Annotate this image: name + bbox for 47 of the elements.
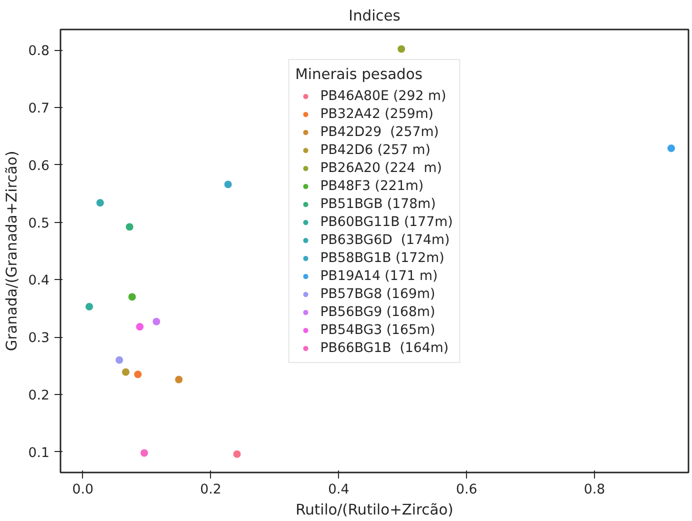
x-tick-label: 0.0 [72,482,94,498]
point [232,450,242,458]
point [140,448,149,458]
y-tick-label: 0.6 [28,158,50,174]
legend-label: PB54BG3 (165m) [320,322,436,338]
legend-label: PB42D29 (257m) [320,124,439,140]
x-tick-label: 0.4 [328,482,350,498]
point [397,44,406,54]
legend-label: PB58BG1B (172m) [320,250,444,266]
chart-title: Indices [348,8,400,24]
point [128,292,136,302]
point [134,370,142,379]
x-tick-label: 0.6 [456,482,478,498]
y-tick-label: 0.1 [28,446,50,461]
x-tick-label: 0.8 [584,482,606,498]
point [125,222,134,232]
point [174,375,184,384]
point [666,144,676,153]
x-axis-title: Rutilo/(Rutilo+Zircão) [296,502,454,518]
y-tick-label: 0.5 [28,216,50,232]
y-tick-label: 0.3 [28,331,50,346]
point [96,198,104,208]
legend-label: PB51BGB (178m) [320,196,436,212]
legend-label: PB42D6 (257 m) [320,142,430,158]
point [224,180,232,189]
point [136,322,144,331]
point [121,368,130,376]
y-tick-label: 0.8 [28,44,50,60]
legend-label: PB57BG8 (169m) [320,286,436,302]
legend-label: PB19A14 (171 m) [320,268,438,284]
y-tick-label: 0.7 [28,102,50,117]
point [85,302,94,311]
point [152,317,161,326]
y-tick-label: 0.4 [28,274,50,289]
x-tick-label: 0.2 [200,482,222,498]
legend-label: PB60BG11B (177m) [320,214,453,230]
y-tick-label: 0.2 [28,388,50,404]
legend-title: Minerais pesados [295,66,424,83]
legend-label: PB46A80E (292 m) [320,88,446,104]
y-axis-title: Granada/(Granada+Zircão) [3,150,20,352]
legend-label: PB66BG1B (164m) [320,340,449,356]
point [115,356,124,364]
legend-label: PB32A42 (259m) [320,106,434,122]
legend-label: PB48F3 (221m) [320,178,424,194]
legend-label: PB26A20 (224 m) [320,160,442,176]
legend-label: PB56BG9 (168m) [320,304,436,320]
legend-label: PB63BG6D (174m) [320,232,450,248]
